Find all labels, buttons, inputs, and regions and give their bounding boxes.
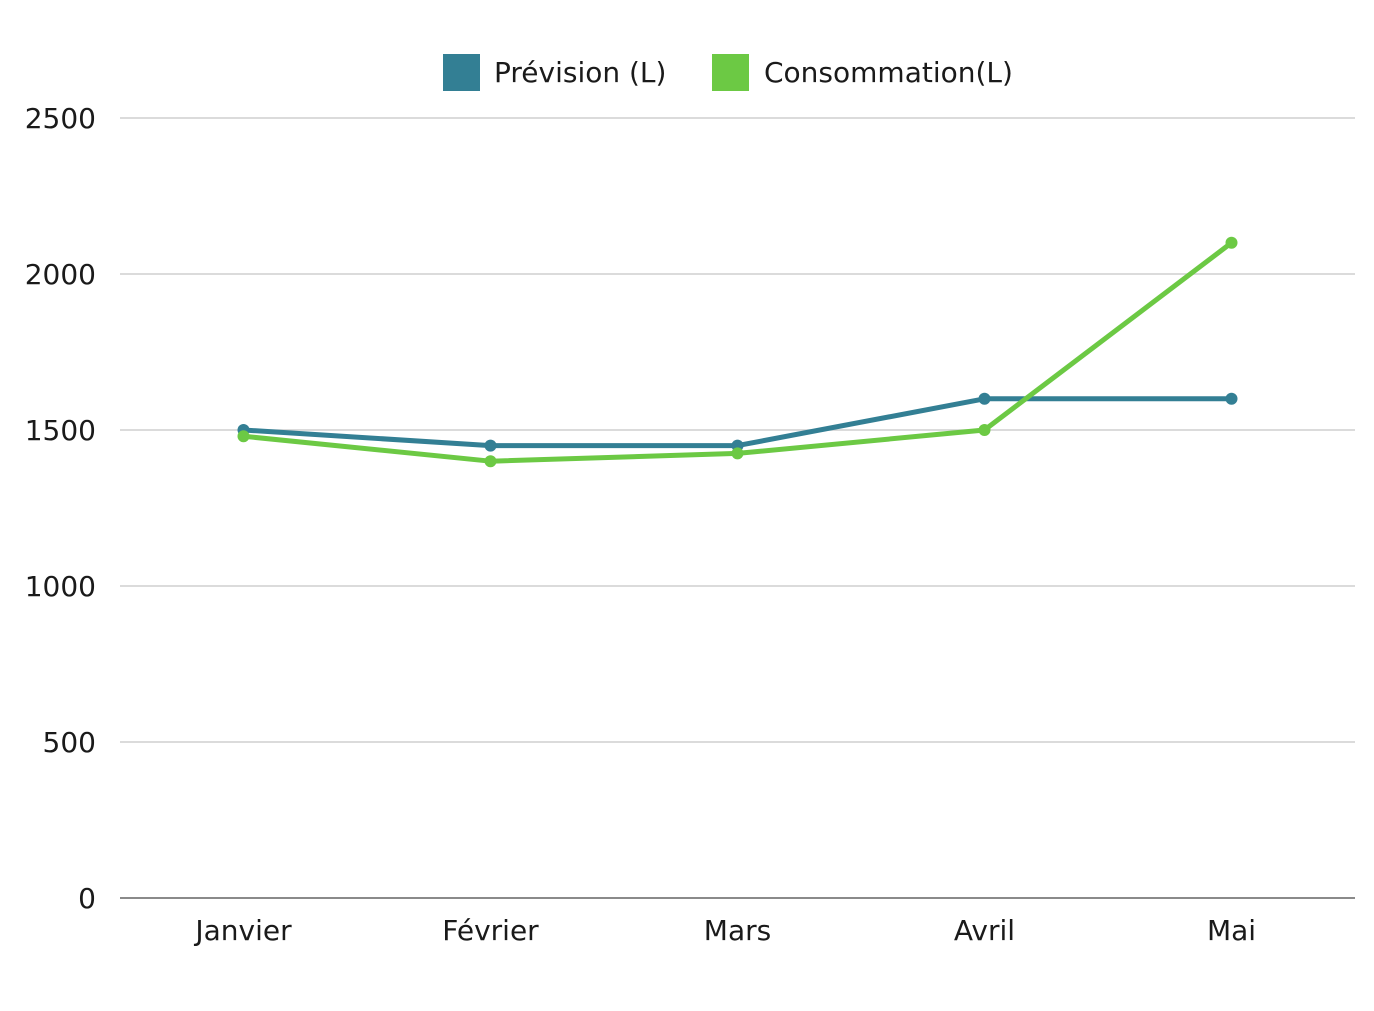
data-point[interactable] — [978, 424, 991, 436]
y-tick-label: 1000 — [25, 570, 96, 603]
data-point[interactable] — [978, 392, 991, 405]
x-tick-label: Avril — [954, 914, 1015, 947]
legend-swatch-consommation — [712, 54, 749, 91]
legend-item-consommation[interactable]: Consommation(L) — [712, 54, 1013, 91]
data-point[interactable] — [1225, 236, 1238, 249]
series-line — [241, 240, 1234, 464]
data-point[interactable] — [731, 447, 744, 460]
legend-label-prevision: Prévision (L) — [494, 56, 666, 89]
data-point[interactable] — [484, 455, 497, 468]
series-consommation — [237, 236, 1238, 468]
x-tick-label: Février — [442, 914, 539, 947]
data-point[interactable] — [237, 430, 250, 443]
legend-item-prevision[interactable]: Prévision (L) — [443, 54, 666, 91]
series-prevision — [237, 392, 1238, 452]
y-tick-label: 2000 — [25, 258, 96, 291]
series — [237, 236, 1238, 468]
x-tick-label: Mai — [1207, 914, 1256, 947]
y-tick-label: 1500 — [25, 414, 96, 447]
data-point[interactable] — [1225, 392, 1238, 405]
x-tick-label: Mars — [704, 914, 771, 947]
y-axis: 0 500 1000 1500 2000 2500 — [25, 102, 96, 915]
x-axis: Janvier Février Mars Avril Mai — [193, 914, 1256, 947]
grid — [120, 117, 1355, 899]
y-tick-label: 500 — [43, 726, 96, 759]
x-tick-label: Janvier — [193, 914, 292, 947]
legend-swatch-prevision — [443, 54, 480, 91]
y-tick-label: 0 — [78, 882, 96, 915]
legend-label-consommation: Consommation(L) — [764, 56, 1013, 89]
data-point[interactable] — [484, 439, 497, 452]
series-line — [241, 396, 1234, 449]
legend: Prévision (L) Consommation(L) — [443, 54, 1013, 91]
y-tick-label: 2500 — [25, 102, 96, 135]
